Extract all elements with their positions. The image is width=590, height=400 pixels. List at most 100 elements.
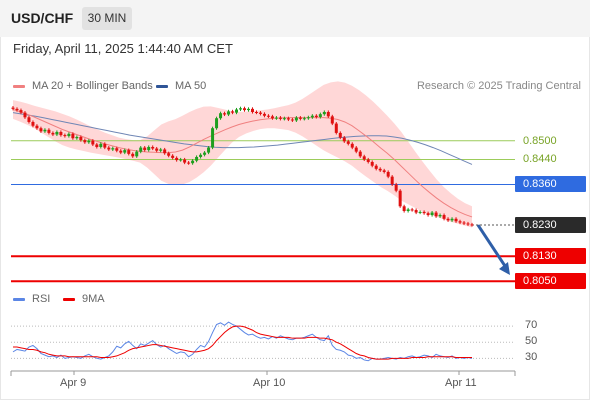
candle-body xyxy=(119,150,123,153)
candle-body xyxy=(398,190,402,207)
candle-body xyxy=(258,112,262,114)
candle-body xyxy=(67,133,71,137)
candle-body xyxy=(342,137,346,142)
candle-body xyxy=(294,117,298,121)
candle-body xyxy=(418,211,422,213)
candle-body xyxy=(87,140,91,143)
candle-body xyxy=(338,132,342,138)
candle-body xyxy=(95,144,99,147)
candle-body xyxy=(438,215,442,217)
candle-body xyxy=(19,110,23,113)
candle-body xyxy=(246,108,250,111)
candle-body xyxy=(470,224,474,226)
candle-body xyxy=(358,151,362,157)
candle-body xyxy=(207,147,211,153)
level-label-support: 0.8130 xyxy=(515,248,586,265)
candle-body xyxy=(406,209,410,211)
candle-body xyxy=(458,221,462,223)
candle-body xyxy=(195,156,199,161)
credit-text: Research © 2025 Trading Central xyxy=(416,80,581,92)
x-tick-label: Apr 10 xyxy=(253,377,286,389)
candle-body xyxy=(79,136,83,141)
ma9-legend-label: 9MA xyxy=(82,293,105,305)
header-bar: USD/CHF 30 MIN xyxy=(0,0,590,37)
candle-body xyxy=(374,165,378,169)
candle-body xyxy=(390,176,394,185)
ma50-line xyxy=(12,112,473,165)
candle-body xyxy=(15,108,19,111)
candle-body xyxy=(322,111,326,115)
candle-body xyxy=(31,121,35,126)
timestamp: Friday, April 11, 2025 1:44:40 AM CET xyxy=(13,41,233,56)
candle-body xyxy=(227,111,231,115)
candle-body xyxy=(330,116,334,124)
candle-body xyxy=(434,212,438,217)
candle-body xyxy=(386,171,390,177)
candle-body xyxy=(203,152,207,155)
x-tick-label: Apr 11 xyxy=(445,377,477,389)
candle-body xyxy=(242,108,246,111)
candle-body xyxy=(91,140,95,145)
rsi-tick-label: 50 xyxy=(525,335,538,348)
candle-body xyxy=(318,114,322,117)
candle-body xyxy=(219,113,223,119)
ma20-legend-label: MA 20 + Bollinger Bands xyxy=(32,80,153,92)
candle-body xyxy=(314,115,318,117)
candle-body xyxy=(39,128,43,132)
timeframe-button[interactable]: 30 MIN xyxy=(82,7,132,30)
candle-body xyxy=(55,131,59,135)
candle-body xyxy=(171,155,175,158)
rsi-tick-label: 30 xyxy=(525,351,538,364)
candle-body xyxy=(167,153,171,156)
rsi-line xyxy=(12,321,473,362)
candle-body xyxy=(199,154,203,157)
candle-body xyxy=(426,213,430,216)
candle-body xyxy=(63,135,67,137)
candle-body xyxy=(450,218,454,221)
candle-body xyxy=(306,117,310,119)
candle-body xyxy=(139,147,143,152)
candle-body xyxy=(402,206,406,211)
candle-body xyxy=(382,170,386,172)
candle-body xyxy=(83,140,87,143)
candle-body xyxy=(151,146,155,149)
candle-body xyxy=(27,117,31,122)
candle-body xyxy=(346,141,350,144)
candle-body xyxy=(274,117,278,119)
candle-body xyxy=(99,143,103,147)
level-label-resistance: 0.8500 xyxy=(523,134,557,147)
candle-body xyxy=(215,118,219,129)
candle-body xyxy=(103,143,107,148)
candle-body xyxy=(183,159,187,163)
candle-body xyxy=(187,162,191,164)
candle-body xyxy=(310,115,314,118)
candle-body xyxy=(23,112,27,118)
candle-body xyxy=(446,218,450,221)
candle-body xyxy=(235,109,239,113)
candle-body xyxy=(250,108,254,112)
candle-body xyxy=(254,111,258,113)
candle-body xyxy=(115,148,119,151)
candle-body xyxy=(302,118,306,120)
candle-body xyxy=(430,212,434,216)
rsi-legend-label: RSI xyxy=(32,293,51,305)
candle-body xyxy=(143,147,147,151)
x-tick-label: Apr 9 xyxy=(60,377,87,389)
ma50-legend-label: MA 50 xyxy=(175,80,207,92)
candle-body xyxy=(159,149,163,151)
candle-body xyxy=(223,113,227,115)
level-label-last: 0.8230 xyxy=(515,217,586,234)
candle-body xyxy=(175,157,179,161)
candle-body xyxy=(163,149,167,154)
bollinger-band xyxy=(13,81,472,228)
candle-body xyxy=(466,223,470,225)
candle-body xyxy=(11,107,15,109)
ma9-legend-swatch xyxy=(63,298,75,301)
symbol-label: USD/CHF xyxy=(11,10,74,26)
candle-body xyxy=(111,148,115,150)
candle-body xyxy=(378,168,382,171)
candle-body xyxy=(334,123,338,133)
candle-body xyxy=(370,161,374,166)
candle-body xyxy=(135,151,139,157)
candle-body xyxy=(179,159,183,161)
